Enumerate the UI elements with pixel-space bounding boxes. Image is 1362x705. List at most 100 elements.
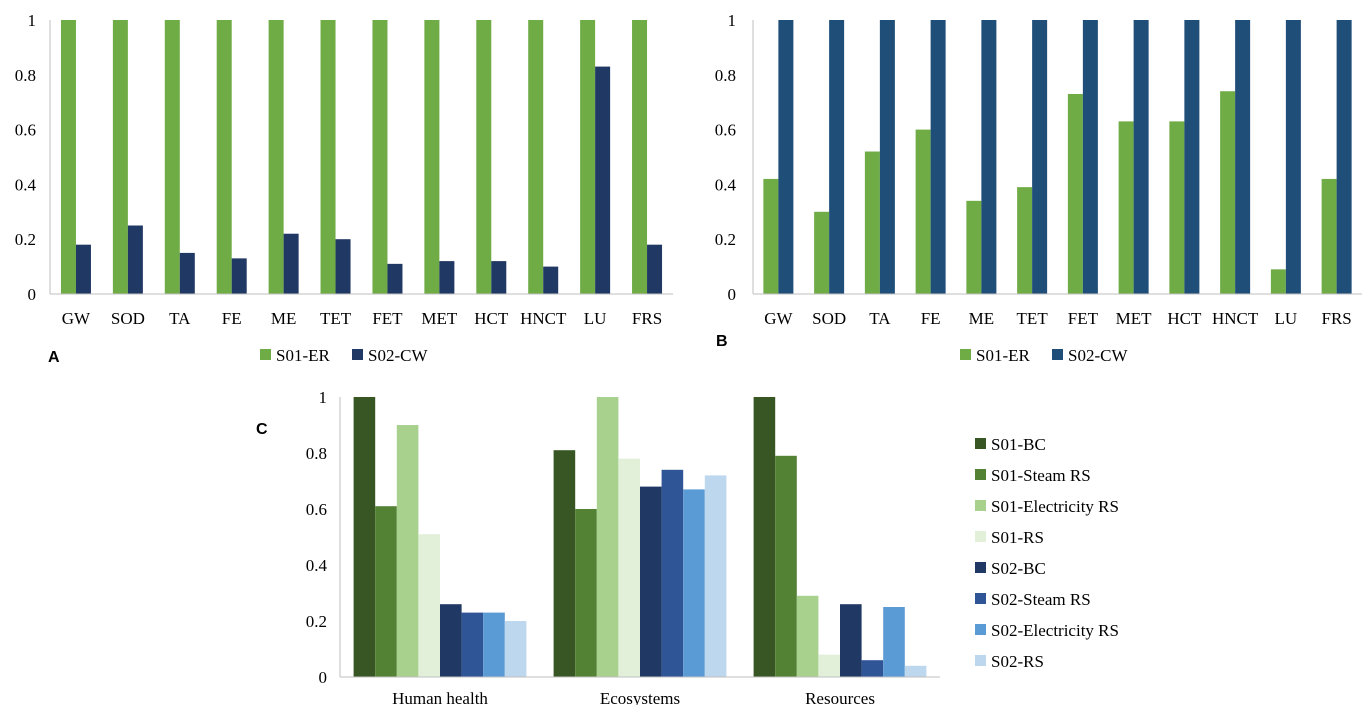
x-tick-label: GW xyxy=(764,309,793,328)
bar-b-s01-er-me xyxy=(966,200,982,294)
y-tick-label: 0 xyxy=(28,285,37,304)
y-tick-label: 1 xyxy=(28,11,37,30)
bar-c-s01-electricity-rs-ecosystems xyxy=(596,397,619,677)
legend-label: S01-ER xyxy=(976,346,1031,365)
panel-label-b: B xyxy=(716,333,728,350)
bar-a-s01-er-ta xyxy=(164,20,180,294)
x-tick-label: Resources xyxy=(805,689,875,705)
legend-swatch xyxy=(960,349,971,360)
y-tick-label: 1 xyxy=(728,11,737,30)
bar-b-s02-cw-hct xyxy=(1184,20,1200,294)
bar-a-s01-er-fe xyxy=(216,20,232,294)
bar-a-s01-er-tet xyxy=(320,20,336,294)
chart-c: 0 0.2 0.4 0.6 0.8 1 Human health Ecosystems Reso… xyxy=(306,388,1119,705)
x-tick-label: TA xyxy=(869,309,891,328)
bar-a-s02-cw-met xyxy=(439,261,455,294)
bar-c-s02-electricity-rs-human-health xyxy=(483,612,505,677)
panel-label-c: C xyxy=(256,421,268,438)
y-tick-label: 0 xyxy=(319,668,328,687)
bar-b-s02-cw-frs xyxy=(1336,20,1352,294)
legend-swatch xyxy=(975,624,986,635)
bar-c-s02-rs-human-health xyxy=(504,621,527,677)
bar-c-s01-rs-resources xyxy=(818,654,840,677)
bar-b-s02-cw-sod xyxy=(829,20,845,294)
bar-a-s01-er-fet xyxy=(372,20,388,294)
bar-a-s02-cw-tet xyxy=(335,239,351,294)
bar-b-s02-cw-tet xyxy=(1032,20,1048,294)
bar-a-s01-er-hnct xyxy=(528,20,544,294)
y-tick-label: 0.6 xyxy=(715,121,736,140)
x-tick-label: TET xyxy=(320,309,352,328)
y-tick-label: 0.8 xyxy=(15,66,36,85)
x-tick-label: Human health xyxy=(392,689,488,705)
bar-b-s02-cw-lu xyxy=(1285,20,1301,294)
bar-a-s02-cw-fe xyxy=(231,258,247,294)
bar-b-s02-cw-me xyxy=(981,20,997,294)
x-tick-label: MET xyxy=(421,309,458,328)
bar-a-s02-cw-fet xyxy=(387,263,403,294)
x-tick-label: FE xyxy=(921,309,941,328)
bar-a-s02-cw-me xyxy=(283,233,299,294)
legend-swatch xyxy=(975,655,986,666)
bar-a-s01-er-sod xyxy=(112,20,128,294)
bar-b-s01-er-frs xyxy=(1321,178,1337,294)
bar-c-s02-rs-resources xyxy=(904,665,927,677)
bar-a-s02-cw-sod xyxy=(127,225,143,294)
y-tick-label: 0.8 xyxy=(306,444,327,463)
y-tick-label: 0.8 xyxy=(715,66,736,85)
x-tick-label: FET xyxy=(372,309,403,328)
y-tick-label: 1 xyxy=(319,388,328,407)
bar-a-s02-cw-hnct xyxy=(543,266,559,294)
bar-c-s01-rs-human-health xyxy=(418,534,440,677)
bar-b-s02-cw-hnct xyxy=(1235,20,1251,294)
bar-c-s01-bc-resources xyxy=(753,397,776,677)
legend-swatch xyxy=(1052,349,1063,360)
y-tick-label: 0.6 xyxy=(15,121,36,140)
bar-b-s02-cw-gw xyxy=(778,20,794,294)
legend-b: S01-ER S02-CW xyxy=(960,346,1128,365)
bar-c-s02-electricity-rs-resources xyxy=(883,607,905,677)
bar-b-s01-er-lu xyxy=(1270,269,1286,294)
legend-label: S02-BC xyxy=(991,559,1046,578)
bar-c-s02-steam-rs-human-health xyxy=(461,612,484,677)
bar-a-s01-er-hct xyxy=(476,20,492,294)
legend-label: S02-CW xyxy=(368,346,428,365)
x-tick-label: HNCT xyxy=(1212,309,1259,328)
bar-c-s02-bc-ecosystems xyxy=(640,486,662,677)
x-tick-label: MET xyxy=(1116,309,1153,328)
legend-swatch xyxy=(352,349,363,360)
bar-c-s01-electricity-rs-resources xyxy=(796,595,819,677)
bar-c-s01-steam-rs-human-health xyxy=(375,506,397,677)
chart-a: 0 0.2 0.4 0.6 0.8 1 GW SOD TA FE ME TET FET MET HCT HNC… xyxy=(15,11,673,365)
bar-b-s01-er-fet xyxy=(1067,93,1083,294)
legend-c: S01-BC S01-Steam RS S01-Electricity RS S01-… xyxy=(975,435,1119,671)
legend-swatch xyxy=(975,438,986,449)
bar-c-s02-rs-ecosystems xyxy=(704,475,727,677)
bar-b-s02-cw-met xyxy=(1133,20,1149,294)
legend-label: S01-Steam RS xyxy=(991,466,1091,485)
legend-label: S01-ER xyxy=(276,346,331,365)
x-tick-label: HCT xyxy=(474,309,509,328)
x-tick-label: HNCT xyxy=(520,309,567,328)
y-tick-label: 0.4 xyxy=(306,556,328,575)
bar-c-s01-steam-rs-ecosystems xyxy=(575,509,597,677)
bar-a-s02-cw-hct xyxy=(491,261,507,294)
bar-c-s02-bc-resources xyxy=(840,604,862,677)
x-tick-label: LU xyxy=(584,309,607,328)
legend-swatch xyxy=(975,593,986,604)
y-tick-label: 0.2 xyxy=(306,612,327,631)
x-tick-label: GW xyxy=(62,309,91,328)
bar-b-s01-er-tet xyxy=(1017,187,1033,294)
bar-c-s02-bc-human-health xyxy=(440,604,462,677)
bar-c-s01-electricity-rs-human-health xyxy=(396,425,419,677)
x-tick-label: FRS xyxy=(632,309,662,328)
x-tick-label: SOD xyxy=(111,309,145,328)
x-tick-label: FET xyxy=(1068,309,1099,328)
bar-b-s02-cw-fe xyxy=(930,20,946,294)
bar-b-s01-er-gw xyxy=(763,178,779,294)
bar-a-s02-cw-lu xyxy=(595,66,611,294)
bar-a-s01-er-lu xyxy=(580,20,596,294)
legend-label: S01-RS xyxy=(991,528,1044,547)
bar-a-s01-er-met xyxy=(424,20,440,294)
